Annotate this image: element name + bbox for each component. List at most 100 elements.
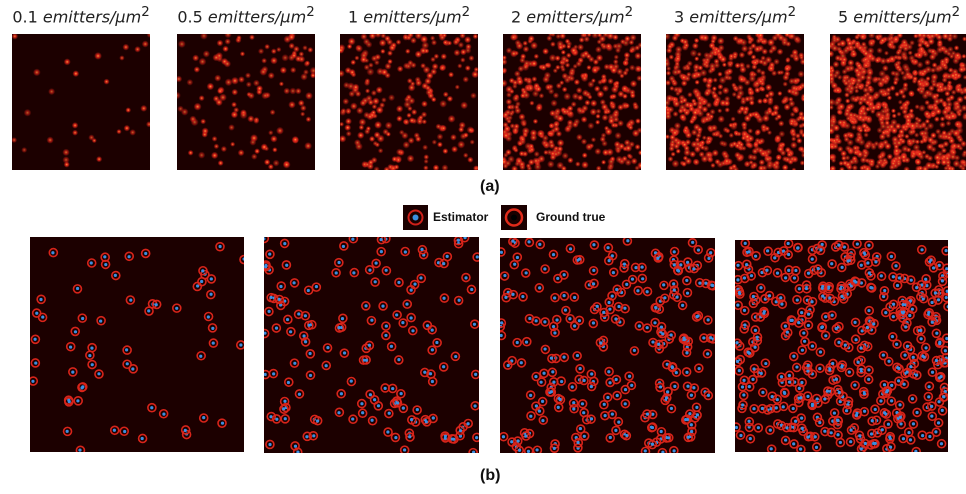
estimate — [513, 263, 516, 266]
emitter — [181, 108, 189, 116]
image-panel — [500, 238, 715, 453]
estimate — [938, 342, 941, 345]
estimate — [736, 303, 739, 306]
estimate — [867, 368, 870, 371]
estimate — [68, 400, 71, 403]
estimate — [529, 394, 532, 397]
estimate — [902, 310, 905, 313]
estimate — [39, 298, 42, 301]
emitter — [774, 135, 781, 142]
emitter — [520, 93, 526, 99]
emitter — [268, 72, 275, 79]
emitter — [768, 65, 775, 72]
emitter — [710, 163, 715, 168]
estimate — [646, 290, 649, 293]
emitter — [409, 117, 415, 123]
estimate — [841, 266, 844, 269]
emitter — [866, 52, 873, 59]
estimate — [657, 343, 660, 346]
emitter — [602, 114, 609, 121]
emitter — [506, 130, 513, 137]
emitter — [958, 163, 965, 170]
estimate — [791, 319, 794, 322]
emitter — [700, 118, 706, 124]
estimate — [543, 347, 546, 350]
emitter — [712, 86, 717, 91]
estimate — [307, 289, 310, 292]
estimate — [888, 435, 891, 438]
estimate — [607, 301, 610, 304]
emitter — [718, 133, 723, 138]
estimate — [817, 267, 820, 270]
estimate — [937, 298, 940, 301]
emitter — [249, 34, 255, 40]
estimate — [527, 450, 530, 453]
estimate — [212, 341, 215, 344]
estimate — [760, 372, 763, 375]
emitter — [869, 158, 876, 165]
emitter — [416, 118, 423, 125]
emitter — [516, 78, 524, 86]
estimate — [687, 436, 690, 439]
emitter — [529, 101, 534, 106]
emitter — [956, 96, 963, 103]
estimate — [761, 391, 764, 394]
emitter — [256, 85, 263, 92]
estimate — [854, 281, 857, 284]
estimate — [921, 434, 924, 437]
estimate — [833, 411, 836, 414]
emitter — [624, 67, 629, 72]
emitter — [566, 74, 572, 80]
estimate — [592, 269, 595, 272]
estimate — [671, 365, 674, 368]
emitter — [777, 91, 782, 96]
emitter — [837, 103, 845, 111]
estimate — [343, 351, 346, 354]
estimate — [534, 375, 537, 378]
estimate — [764, 362, 767, 365]
estimate — [114, 274, 117, 277]
emitter — [21, 147, 27, 153]
emitter — [731, 122, 736, 127]
legend-label: Ground true — [536, 210, 605, 224]
emitter — [930, 132, 937, 139]
emitter — [576, 87, 583, 94]
emitter — [460, 49, 467, 56]
estimate — [667, 436, 670, 439]
estimate — [895, 343, 898, 346]
estimate — [403, 448, 406, 451]
estimate — [625, 434, 628, 437]
estimate — [470, 288, 473, 291]
emitter — [878, 116, 885, 123]
estimate — [920, 337, 923, 340]
emitter — [134, 46, 140, 52]
estimate — [800, 311, 803, 314]
estimate — [742, 393, 745, 396]
estimate — [69, 345, 72, 348]
estimate — [270, 296, 273, 299]
estimate — [604, 414, 607, 417]
emitter — [858, 100, 864, 106]
background — [12, 34, 150, 170]
estimate — [854, 338, 857, 341]
emitter — [217, 40, 224, 47]
estimate — [590, 417, 593, 420]
emitter — [470, 140, 475, 145]
emitter — [765, 148, 772, 155]
emitter — [512, 95, 520, 103]
estimate — [883, 411, 886, 414]
estimate — [529, 415, 532, 418]
emitter — [782, 156, 788, 162]
estimate — [881, 428, 884, 431]
image-panel — [735, 240, 948, 452]
estimate — [390, 345, 393, 348]
estimate — [891, 335, 894, 338]
estimate — [71, 370, 74, 373]
estimate — [860, 368, 863, 371]
emitter — [116, 129, 121, 134]
emitter — [949, 94, 955, 100]
emitter — [623, 60, 629, 66]
emitter — [924, 89, 931, 96]
image-panel — [30, 237, 244, 452]
title-part: 2 — [141, 5, 149, 20]
